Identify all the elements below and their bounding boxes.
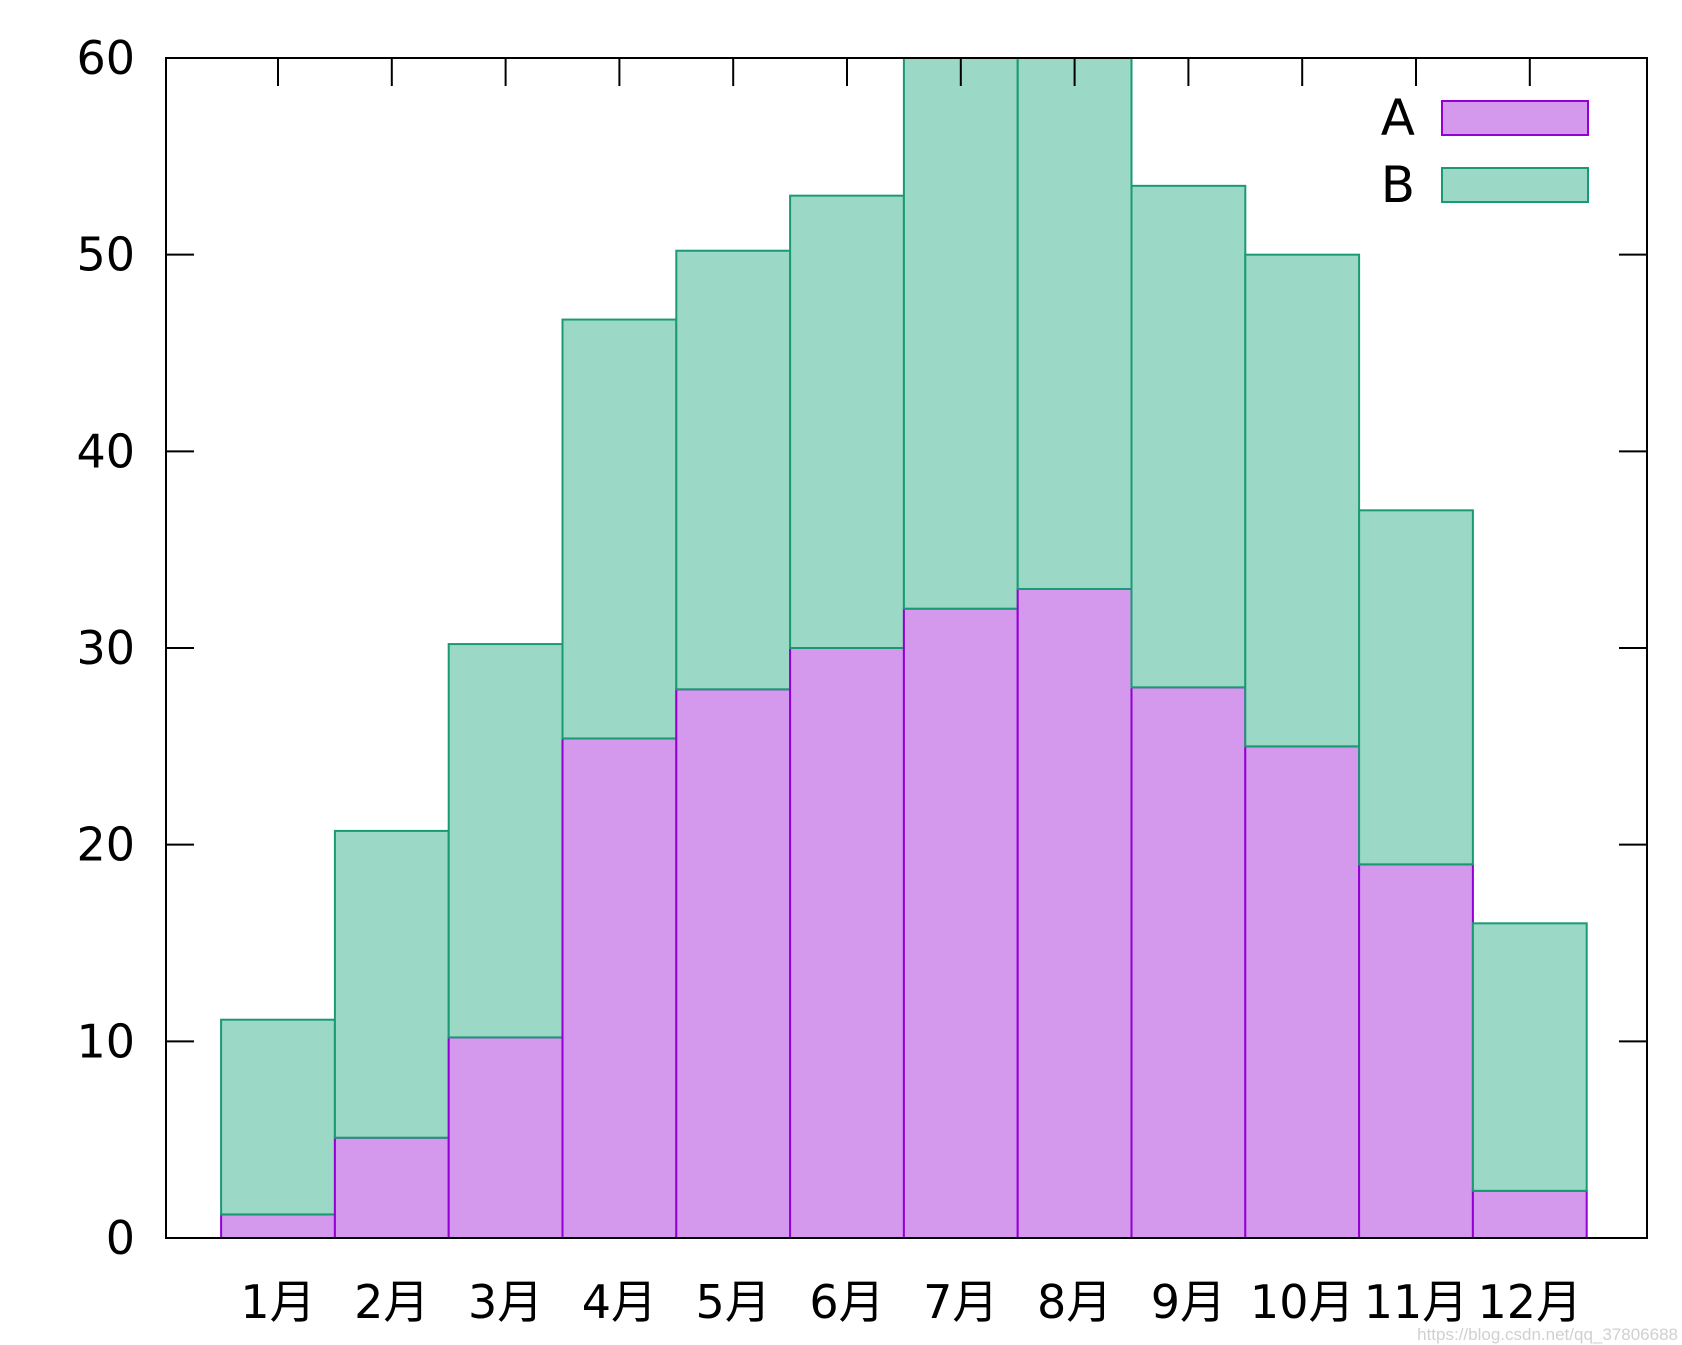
bar-a-3 — [447, 1036, 564, 1238]
x-tick-label: 9月 — [1151, 1275, 1226, 1329]
bar-b-8 — [1016, 58, 1133, 590]
legend-swatch-a — [1441, 100, 1589, 136]
bar-b-5 — [675, 249, 792, 691]
bar-a-8 — [1016, 588, 1133, 1238]
x-tick-label: 5月 — [696, 1275, 771, 1329]
bar-a-6 — [789, 647, 905, 1238]
bar-a-1 — [220, 1213, 336, 1238]
x-tick-label: 12月 — [1478, 1275, 1583, 1329]
watermark-text: https://blog.csdn.net/qq_37806688 — [1417, 1325, 1678, 1344]
y-tick-label: 40 — [76, 424, 135, 478]
bar-b-9 — [1130, 184, 1247, 689]
y-tick-label: 10 — [76, 1014, 135, 1068]
bars-layer — [220, 58, 1588, 1238]
bar-b-4 — [561, 318, 678, 740]
x-tick-label: 10月 — [1250, 1275, 1355, 1329]
bar-a-2 — [333, 1136, 450, 1238]
x-tick-label: 7月 — [923, 1275, 998, 1329]
y-tick-label: 60 — [76, 31, 135, 85]
bar-b-7 — [902, 58, 1019, 610]
bar-a-7 — [902, 607, 1019, 1238]
bar-a-5 — [675, 688, 792, 1238]
bar-b-6 — [789, 194, 905, 649]
bar-a-9 — [1130, 686, 1247, 1238]
y-tick-label: 30 — [76, 621, 135, 675]
legend-label-b: B — [1381, 156, 1415, 214]
x-tick-label: 6月 — [809, 1275, 884, 1329]
bar-b-2 — [333, 829, 450, 1139]
bar-b-1 — [220, 1018, 336, 1216]
axes-layer: 0 10 20 30 40 50 60 1月 2月 3月 4月 5月 6月 7月 8月 9月 10月 11月 12月 — [76, 31, 1648, 1329]
bar-a-12 — [1471, 1189, 1588, 1238]
y-tick-label: 0 — [106, 1211, 135, 1265]
bar-a-11 — [1358, 863, 1474, 1238]
bar-b-3 — [447, 643, 564, 1039]
bar-b-11 — [1358, 509, 1474, 866]
bar-a-4 — [561, 737, 678, 1238]
x-tick-label: 8月 — [1037, 1275, 1112, 1329]
x-tick-label: 3月 — [468, 1275, 543, 1329]
x-tick-label: 1月 — [240, 1275, 315, 1329]
bar-a-10 — [1244, 745, 1361, 1238]
legend: AB — [1381, 89, 1589, 214]
y-tick-label: 50 — [76, 228, 135, 282]
bar-b-12 — [1471, 922, 1588, 1192]
bar-b-10 — [1244, 253, 1361, 748]
x-tick-label: 2月 — [354, 1275, 429, 1329]
legend-label-a: A — [1381, 89, 1415, 147]
y-tick-label: 20 — [76, 818, 135, 872]
x-tick-label: 11月 — [1364, 1275, 1469, 1329]
x-tick-label: 4月 — [582, 1275, 657, 1329]
legend-swatch-b — [1441, 167, 1589, 203]
